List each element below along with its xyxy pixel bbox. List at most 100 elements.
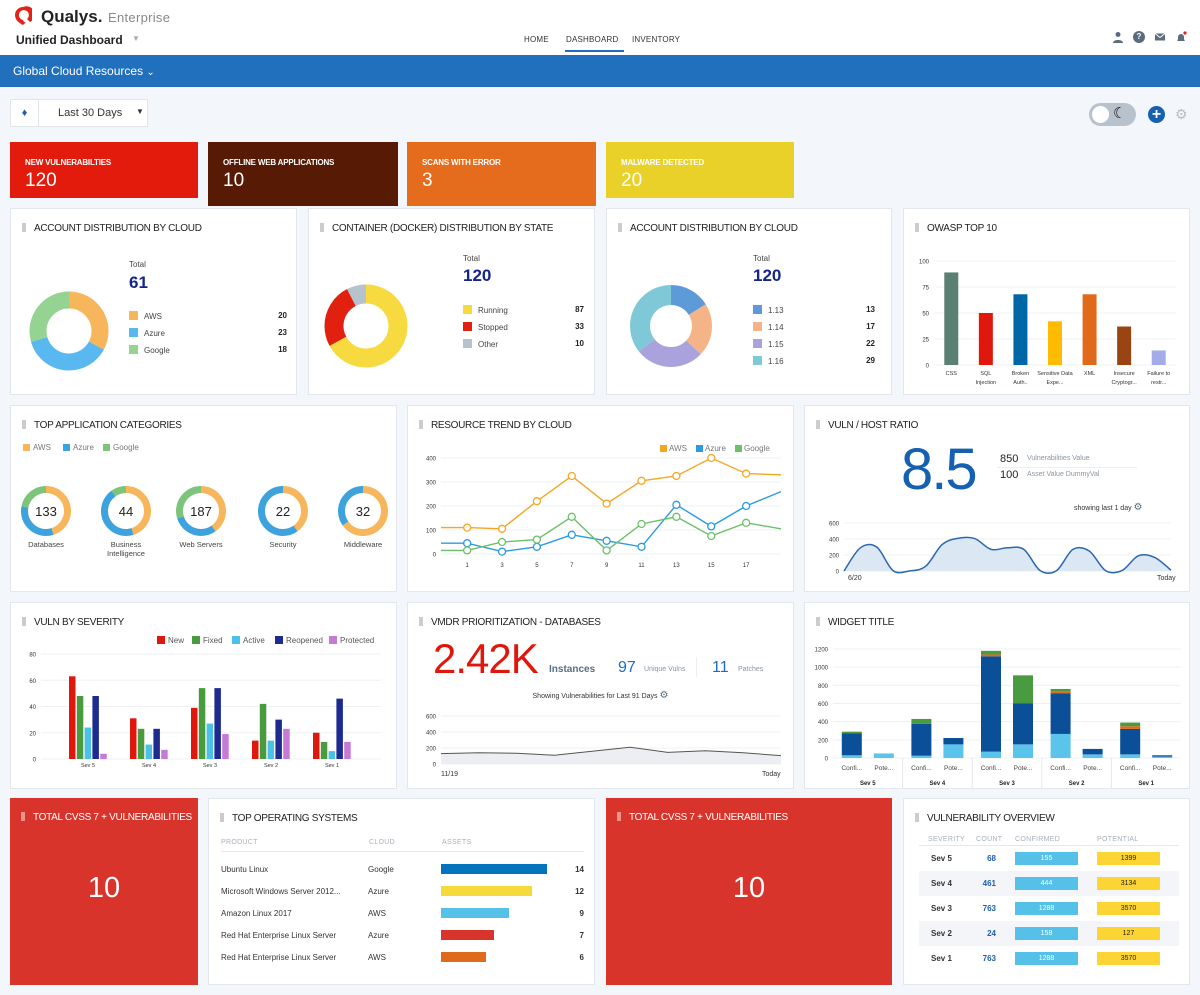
legend-item[interactable]: AWS xyxy=(660,444,687,454)
row-count[interactable]: 24 xyxy=(987,929,996,938)
dashboard-selector[interactable]: Unified Dashboard xyxy=(16,33,123,47)
legend-item[interactable]: 1.16 xyxy=(753,356,784,366)
legend-item[interactable]: Azure xyxy=(63,443,94,453)
gear-icon[interactable]: ⚙ xyxy=(1133,502,1143,513)
widget-title[interactable]: CONTAINER (DOCKER) DISTRIBUTION BY STATE xyxy=(320,223,553,234)
widget-title[interactable]: VULN / HOST RATIO xyxy=(816,420,918,431)
widget-title[interactable]: ACCOUNT DISTRIBUTION BY CLOUD xyxy=(22,223,202,234)
widget-title[interactable]: RESOURCE TREND BY CLOUD xyxy=(419,420,572,431)
bell-icon[interactable] xyxy=(1175,31,1187,43)
tag-icon[interactable]: ♦ xyxy=(11,100,39,126)
drag-handle-icon[interactable] xyxy=(618,223,622,232)
column-header-cloud[interactable]: CLOUD xyxy=(369,839,396,846)
nav-dashboard[interactable]: DASHBOARD xyxy=(565,35,625,52)
legend-item[interactable]: Running xyxy=(463,305,508,315)
patches-value[interactable]: 11 xyxy=(712,659,729,676)
os-product[interactable]: Red Hat Enterprise Linux Server xyxy=(221,953,337,962)
kpi-malware-detected[interactable]: MALWARE DETECTED 20 xyxy=(606,142,794,198)
legend-item[interactable]: Fixed xyxy=(192,636,223,646)
column-header-potential[interactable]: POTENTIAL xyxy=(1097,836,1139,843)
drag-handle-icon[interactable] xyxy=(816,420,820,429)
os-product[interactable]: Red Hat Enterprise Linux Server xyxy=(221,931,337,940)
widget-title[interactable]: TOTAL CVSS 7 + VULNERABILITIES xyxy=(617,812,788,823)
row-potential[interactable]: 3570 xyxy=(1097,902,1160,915)
drag-handle-icon[interactable] xyxy=(915,813,919,822)
column-header-product[interactable]: PRODUCT xyxy=(221,839,258,846)
drag-handle-icon[interactable] xyxy=(816,617,820,626)
widget-title[interactable]: TOP OPERATING SYSTEMS xyxy=(220,813,358,824)
help-icon[interactable]: ? xyxy=(1133,31,1145,43)
row-confirmed[interactable]: 1288 xyxy=(1015,952,1078,965)
legend-item[interactable]: Reopened xyxy=(275,636,323,646)
drag-handle-icon[interactable] xyxy=(22,617,26,626)
date-range-filter[interactable]: ♦ Last 30 Days ▼ xyxy=(10,99,148,127)
mail-icon[interactable] xyxy=(1154,31,1166,43)
kpi-new-vulnerabilities[interactable]: NEW VULNERABILTIES 120 xyxy=(10,142,198,198)
legend-item[interactable]: Azure xyxy=(696,444,726,454)
legend-item[interactable]: Azure xyxy=(129,328,165,338)
settings-gear-icon[interactable]: ⚙ xyxy=(1175,106,1188,122)
widget-title[interactable]: ACCOUNT DISTRIBUTION BY CLOUD xyxy=(618,223,798,234)
unique-vulns-value[interactable]: 97 xyxy=(618,659,636,676)
row-potential[interactable]: 127 xyxy=(1097,927,1160,940)
drag-handle-icon[interactable] xyxy=(915,223,919,232)
scope-selector[interactable]: Global Cloud Resources ⌄ xyxy=(13,64,155,78)
legend-item[interactable]: AWS xyxy=(129,311,162,321)
row-confirmed[interactable]: 1288 xyxy=(1015,902,1078,915)
kpi-offline-web-apps[interactable]: OFFLINE WEB APPLICATIONS 10 xyxy=(208,142,398,206)
user-icon[interactable] xyxy=(1112,31,1124,43)
gear-icon[interactable]: ⚙ xyxy=(659,690,669,701)
legend-item[interactable]: 1.14 xyxy=(753,322,784,332)
row-potential[interactable]: 1399 xyxy=(1097,852,1160,865)
widget-title[interactable]: TOTAL CVSS 7 + VULNERABILITIES xyxy=(21,812,192,823)
legend-item[interactable]: AWS xyxy=(23,443,51,453)
column-header-severity[interactable]: SEVERITY xyxy=(928,836,966,843)
row-count[interactable]: 68 xyxy=(987,854,996,863)
widget-title[interactable]: VULN BY SEVERITY xyxy=(22,617,124,628)
nav-inventory[interactable]: INVENTORY xyxy=(632,35,681,44)
dark-mode-toggle[interactable]: ☾ xyxy=(1089,103,1136,126)
widget-title[interactable]: VULNERABILITY OVERVIEW xyxy=(915,813,1055,824)
row-potential[interactable]: 3134 xyxy=(1097,877,1160,890)
legend-item[interactable]: 1.13 xyxy=(753,305,784,315)
legend-item[interactable]: Google xyxy=(129,345,170,355)
legend-item[interactable]: Active xyxy=(232,636,265,646)
os-product[interactable]: Microsoft Windows Server 2012... xyxy=(221,887,341,896)
drag-handle-icon[interactable] xyxy=(419,617,423,626)
widget-title[interactable]: TOP APPLICATION CATEGORIES xyxy=(22,420,182,431)
row-count[interactable]: 461 xyxy=(982,879,996,888)
legend-item[interactable]: Google xyxy=(103,443,139,453)
legend-item[interactable]: New xyxy=(157,636,184,646)
column-header-count[interactable]: COUNT xyxy=(976,836,1003,843)
widget-total-cvss-a[interactable]: TOTAL CVSS 7 + VULNERABILITIES 10 xyxy=(10,798,198,985)
kpi-scans-with-error[interactable]: SCANS WITH ERROR 3 xyxy=(407,142,596,206)
row-count[interactable]: 763 xyxy=(982,954,996,963)
drag-handle-icon[interactable] xyxy=(22,223,26,232)
row-confirmed[interactable]: 158 xyxy=(1015,927,1078,940)
nav-home[interactable]: HOME xyxy=(524,35,549,44)
widget-title[interactable]: VMDR PRIORITIZATION - DATABASES xyxy=(419,617,601,628)
row-confirmed[interactable]: 155 xyxy=(1015,852,1078,865)
drag-handle-icon[interactable] xyxy=(220,813,224,822)
widget-total-cvss-b[interactable]: TOTAL CVSS 7 + VULNERABILITIES 10 xyxy=(606,798,892,985)
column-header-confirmed[interactable]: CONFIRMED xyxy=(1015,836,1061,843)
legend-item[interactable]: Stopped xyxy=(463,322,508,332)
row-count[interactable]: 763 xyxy=(982,904,996,913)
os-product[interactable]: Amazon Linux 2017 xyxy=(221,909,292,918)
drag-handle-icon[interactable] xyxy=(320,223,324,232)
drag-handle-icon[interactable] xyxy=(21,812,25,821)
drag-handle-icon[interactable] xyxy=(22,420,26,429)
legend-item[interactable]: Protected xyxy=(329,636,374,646)
legend-item[interactable]: 1.15 xyxy=(753,339,784,349)
legend-item[interactable]: Other xyxy=(463,339,498,349)
column-header-assets[interactable]: ASSETS xyxy=(442,839,472,846)
add-widget-button[interactable]: + xyxy=(1148,106,1165,123)
caret-down-icon[interactable]: ▼ xyxy=(132,34,140,43)
legend-item[interactable]: Google xyxy=(735,444,770,454)
row-confirmed[interactable]: 444 xyxy=(1015,877,1078,890)
row-potential[interactable]: 3570 xyxy=(1097,952,1160,965)
drag-handle-icon[interactable] xyxy=(617,812,621,821)
drag-handle-icon[interactable] xyxy=(419,420,423,429)
widget-title[interactable]: WIDGET TITLE xyxy=(816,617,894,628)
widget-title[interactable]: OWASP TOP 10 xyxy=(915,223,997,234)
